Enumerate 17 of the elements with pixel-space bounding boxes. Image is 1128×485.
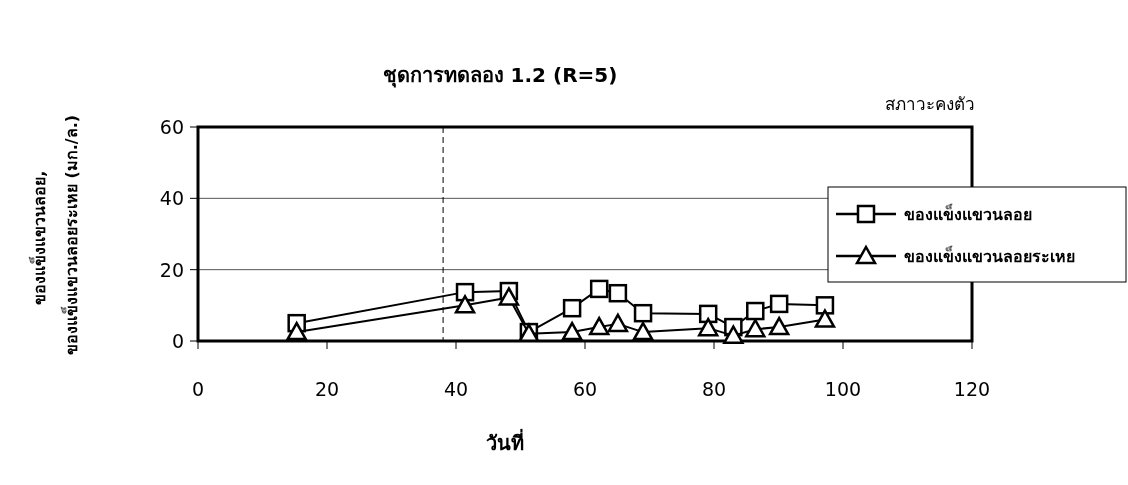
- x-tick-label: 100: [824, 378, 862, 400]
- x-tick-label: 60: [572, 378, 598, 400]
- x-tick-label: 0: [191, 378, 205, 400]
- legend-label: ของแข็งแขวนลอยระเหย: [904, 245, 1075, 266]
- y-tick-label: 0: [171, 330, 184, 352]
- x-tick-label: 80: [701, 378, 727, 400]
- x-tick-label: 120: [953, 378, 991, 400]
- x-tick-label: 40: [443, 378, 469, 400]
- x-axis-title: วันที่: [486, 428, 524, 455]
- text: สภาวะคงตัว: [885, 94, 975, 114]
- y-tick-label: 20: [159, 258, 184, 281]
- legend-label: ของแข็งแขวนลอย: [904, 203, 1032, 224]
- y-axis-title: ของแข็งแขวนลอย, ของแข็งแขวนลอยระเหย (มก./ล.): [28, 114, 81, 356]
- x-tick-label: 20: [314, 378, 340, 400]
- chart-title: ชุดการทดลอง 1.2 (R=5): [382, 63, 618, 88]
- y-tick-label: 60: [159, 116, 184, 138]
- y-tick-label: 40: [159, 187, 184, 210]
